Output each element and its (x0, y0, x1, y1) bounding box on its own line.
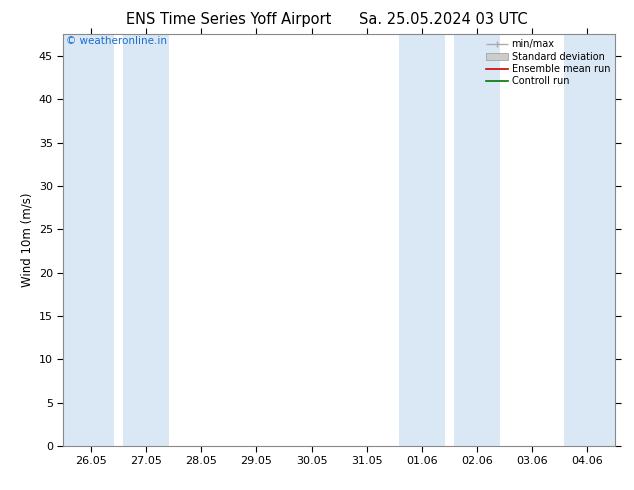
Text: © weatheronline.in: © weatheronline.in (66, 36, 167, 47)
Legend: min/max, Standard deviation, Ensemble mean run, Controll run: min/max, Standard deviation, Ensemble me… (484, 37, 612, 88)
Text: ENS Time Series Yoff Airport: ENS Time Series Yoff Airport (126, 12, 331, 27)
Bar (564, 34, 615, 446)
Bar (399, 34, 445, 446)
Bar (63, 34, 114, 446)
Text: Sa. 25.05.2024 03 UTC: Sa. 25.05.2024 03 UTC (359, 12, 528, 27)
Bar (454, 34, 500, 446)
Y-axis label: Wind 10m (m/s): Wind 10m (m/s) (20, 193, 34, 287)
Bar (123, 34, 169, 446)
